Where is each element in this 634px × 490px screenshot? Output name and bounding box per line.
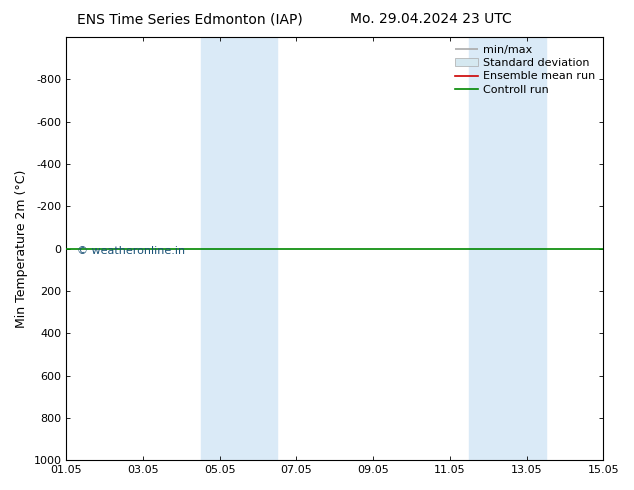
Text: ENS Time Series Edmonton (IAP): ENS Time Series Edmonton (IAP) [77,12,303,26]
Text: © weatheronline.in: © weatheronline.in [77,246,185,256]
Text: Mo. 29.04.2024 23 UTC: Mo. 29.04.2024 23 UTC [350,12,512,26]
Bar [469,37,546,460]
Y-axis label: Min Temperature 2m (°C): Min Temperature 2m (°C) [15,170,28,328]
Bar [200,37,277,460]
Legend: min/max, Standard deviation, Ensemble mean run, Controll run: min/max, Standard deviation, Ensemble me… [451,40,600,99]
